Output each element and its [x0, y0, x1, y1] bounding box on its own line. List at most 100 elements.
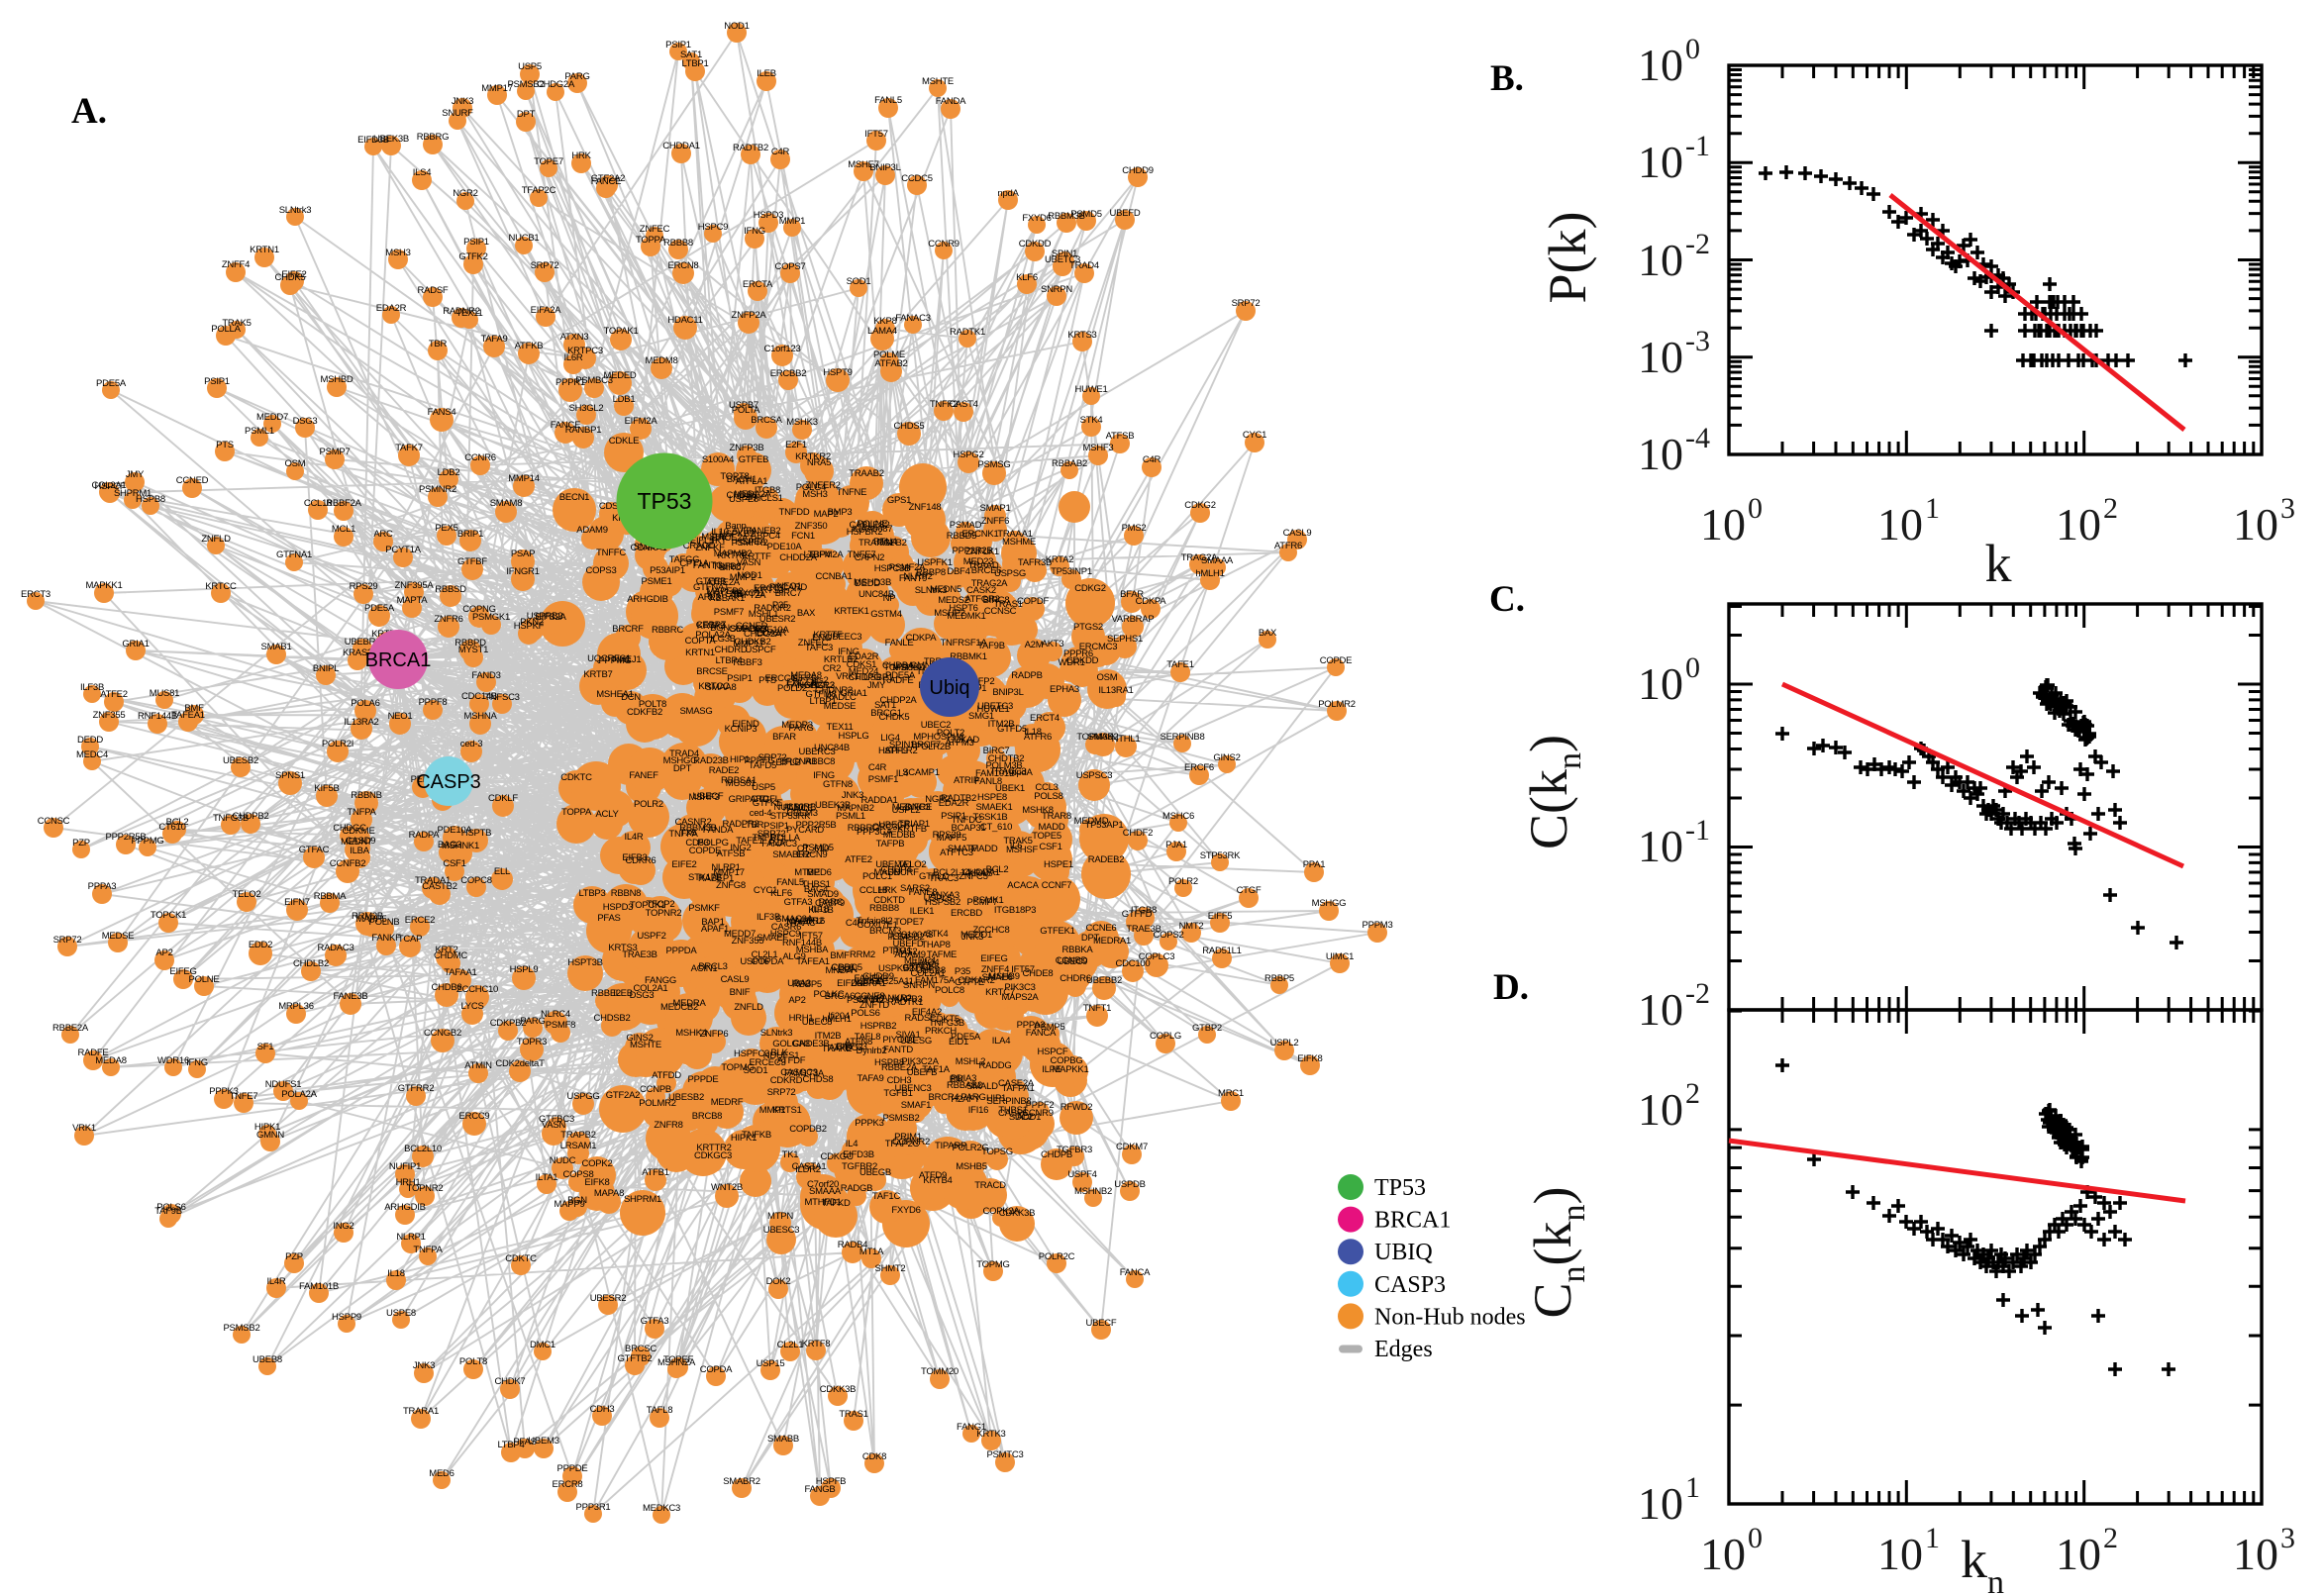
- svg-text:MEDN5: MEDN5: [930, 584, 961, 595]
- svg-text:ZNFLK1: ZNFLK1: [965, 547, 999, 557]
- svg-text:CDKLE: CDKLE: [609, 436, 639, 447]
- svg-text:10: 10: [1877, 1529, 1923, 1579]
- svg-text:FXYD6: FXYD6: [1022, 213, 1051, 224]
- svg-text:RBBSD: RBBSD: [435, 584, 466, 595]
- svg-text:CHDP4: CHDP4: [881, 864, 912, 875]
- svg-text:PPP2R5B: PPP2R5B: [795, 820, 836, 831]
- svg-text:KRAS: KRAS: [968, 868, 993, 879]
- svg-text:HSPP9: HSPP9: [878, 746, 908, 756]
- svg-text:MEDRA: MEDRA: [672, 998, 706, 1009]
- svg-text:H2AFY: H2AFY: [951, 1094, 980, 1105]
- svg-text:BGN: BGN: [710, 623, 730, 634]
- svg-text:COPK2: COPK2: [582, 1158, 613, 1169]
- svg-text:TNFSC3: TNFSC3: [484, 692, 519, 703]
- svg-text:HSPC3B: HSPC3B: [874, 563, 911, 574]
- svg-text:UBEGB: UBEGB: [859, 1167, 891, 1178]
- svg-text:BRCB8: BRCB8: [692, 1111, 722, 1122]
- svg-text:C4R: C4R: [1143, 454, 1162, 465]
- svg-text:TRAE3B: TRAE3B: [1126, 924, 1161, 935]
- svg-text:TNFT1: TNFT1: [1083, 1003, 1111, 1014]
- svg-text:PSMF7: PSMF7: [714, 607, 744, 618]
- svg-text:HSPT9: HSPT9: [823, 367, 852, 378]
- svg-text:FANL5: FANL5: [776, 877, 804, 888]
- svg-text:PFAS: PFAS: [597, 913, 620, 924]
- svg-text:CHDSB2: CHDSB2: [593, 1013, 630, 1024]
- svg-text:ZNFR6: ZNFR6: [434, 614, 462, 625]
- svg-text:STP53RK: STP53RK: [1200, 850, 1241, 861]
- svg-text:IL18: IL18: [811, 904, 829, 915]
- svg-text:SEPHS1: SEPHS1: [1107, 634, 1143, 645]
- svg-text:C(kn): C(kn): [1519, 735, 1588, 849]
- svg-text:COPDA: COPDA: [700, 1364, 733, 1375]
- svg-text:NLRP1: NLRP1: [396, 1232, 425, 1243]
- svg-text:ACIN1: ACIN1: [691, 963, 718, 974]
- svg-text:RTN4: RTN4: [873, 537, 897, 548]
- svg-text:USPKB2: USPKB2: [719, 529, 755, 540]
- svg-text:SERPINB8: SERPINB8: [987, 1096, 1032, 1107]
- svg-text:CDKG2: CDKG2: [1184, 500, 1215, 511]
- svg-text:DPT: DPT: [673, 763, 692, 774]
- svg-text:SMAE6: SMAE6: [982, 972, 1013, 983]
- svg-text:CHDPB2: CHDPB2: [232, 811, 268, 822]
- svg-text:SRP72: SRP72: [758, 752, 787, 763]
- svg-text:ILEB: ILEB: [613, 988, 633, 999]
- svg-text:GTFNA1: GTFNA1: [693, 582, 729, 593]
- svg-text:NP: NP: [883, 593, 896, 604]
- svg-text:RADAC3: RADAC3: [317, 943, 354, 953]
- svg-text:SMG1: SMG1: [968, 711, 994, 722]
- svg-text:ATFAB2: ATFAB2: [874, 358, 907, 369]
- svg-text:GRIPARD: GRIPARD: [729, 794, 769, 805]
- svg-text:CDKFB2: CDKFB2: [627, 707, 662, 718]
- svg-text:10: 10: [1700, 499, 1746, 549]
- svg-text:FANEK1: FANEK1: [855, 973, 889, 984]
- svg-text:SPIN1: SPIN1: [1052, 249, 1077, 259]
- svg-text:BRCG1: BRCG1: [870, 708, 901, 719]
- svg-text:GTFA3: GTFA3: [784, 897, 813, 908]
- svg-text:PSMSG: PSMSG: [977, 459, 1010, 470]
- svg-text:RADPR2: RADPR2: [722, 819, 758, 830]
- svg-text:EIFM2A: EIFM2A: [811, 549, 845, 560]
- svg-text:UBEK3B: UBEK3B: [373, 134, 409, 145]
- svg-text:BCAP31: BCAP31: [952, 823, 986, 834]
- svg-text:OSM: OSM: [285, 458, 306, 469]
- svg-text:ERCMC3: ERCMC3: [1079, 642, 1118, 652]
- svg-text:AKT3: AKT3: [1042, 639, 1064, 649]
- svg-text:PSMP5: PSMP5: [1035, 1022, 1065, 1033]
- svg-text:ILS4: ILS4: [413, 167, 432, 178]
- svg-text:UBERC3: UBERC3: [798, 747, 835, 757]
- svg-text:CCL18: CCL18: [304, 498, 332, 509]
- svg-text:HIP1: HIP1: [986, 1093, 1006, 1104]
- svg-text:AVEN: AVEN: [732, 526, 757, 537]
- svg-text:MEDMD: MEDMD: [1074, 816, 1109, 827]
- svg-text:EIFK8: EIFK8: [584, 1177, 609, 1188]
- svg-text:EDD2: EDD2: [249, 940, 272, 950]
- svg-text:PSMF2A: PSMF2A: [889, 562, 926, 573]
- svg-text:KRTKR2: KRTKR2: [795, 451, 831, 462]
- svg-text:UBEC9: UBEC9: [1058, 956, 1087, 967]
- svg-text:FANE3B: FANE3B: [334, 991, 368, 1002]
- svg-text:PSMK1: PSMK1: [973, 895, 1004, 906]
- svg-text:COPTA: COPTA: [685, 636, 717, 647]
- svg-text:UBEM3: UBEM3: [528, 1436, 558, 1446]
- svg-text:KRTC3B: KRTC3B: [707, 589, 743, 600]
- svg-text:USPL2: USPL2: [1270, 1038, 1299, 1048]
- svg-text:TBR: TBR: [924, 656, 943, 667]
- svg-text:MSHNA: MSHNA: [463, 711, 497, 722]
- svg-text:ERCNA1: ERCNA1: [779, 756, 816, 767]
- svg-text:TOPR3: TOPR3: [517, 1037, 547, 1047]
- svg-text:COL2A1: COL2A1: [634, 983, 668, 994]
- svg-text:ATFLA1: ATFLA1: [736, 476, 768, 487]
- svg-text:TNFPA: TNFPA: [668, 829, 698, 840]
- svg-text:POLPG: POLPG: [697, 838, 729, 848]
- svg-text:MSHF3: MSHF3: [689, 792, 720, 803]
- svg-text:KRTEK1: KRTEK1: [834, 606, 868, 617]
- svg-text:USPGG: USPGG: [566, 1091, 599, 1102]
- svg-text:WDR16: WDR16: [793, 916, 825, 927]
- svg-text:hMLH1: hMLH1: [822, 1014, 851, 1025]
- svg-text:MAP2: MAP2: [814, 509, 839, 520]
- svg-text:MEDD7: MEDD7: [724, 929, 756, 940]
- svg-text:KCNIP3: KCNIP3: [725, 724, 758, 735]
- svg-text:PYCARD: PYCARD: [786, 825, 824, 836]
- svg-text:USP15: USP15: [757, 1358, 785, 1369]
- svg-text:LAMA4: LAMA4: [867, 326, 897, 337]
